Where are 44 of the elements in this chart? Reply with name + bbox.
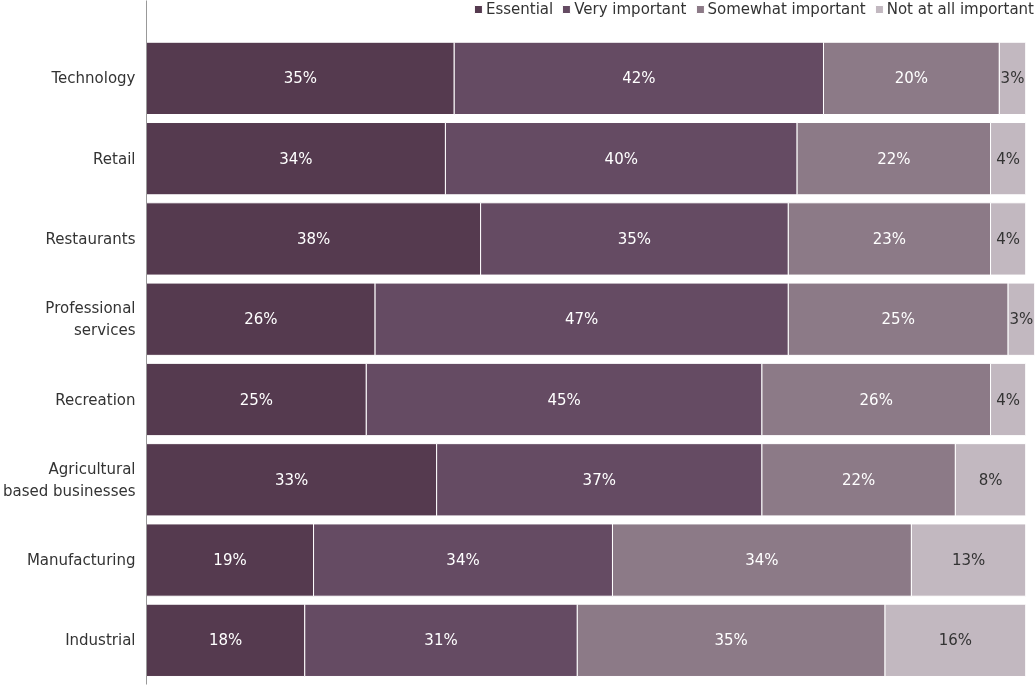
data-label: 40% <box>604 149 638 168</box>
data-label: 25% <box>881 310 915 329</box>
data-label: 26% <box>244 310 278 329</box>
data-label: 23% <box>872 229 907 248</box>
data-label: 20% <box>894 69 929 88</box>
data-label: 4% <box>996 229 1021 248</box>
y-tick-label: Technology <box>50 69 136 88</box>
data-label: 16% <box>938 631 973 650</box>
data-label: 4% <box>996 390 1021 409</box>
legend-label: Somewhat important <box>707 0 866 18</box>
data-label: 35% <box>617 229 652 248</box>
data-label: 26% <box>859 390 893 409</box>
y-tick-label: Manufacturing <box>26 551 136 570</box>
data-label: 3% <box>1009 310 1034 329</box>
data-label: 18% <box>208 631 243 650</box>
legend-label: Very important <box>574 0 687 18</box>
y-tick-label: Industrial <box>65 631 136 650</box>
data-label: 3% <box>1000 69 1025 88</box>
data-label: 31% <box>424 631 458 650</box>
data-label: 33% <box>274 470 309 489</box>
data-label: 25% <box>239 390 274 409</box>
data-label: 37% <box>582 470 616 489</box>
data-label: 22% <box>841 470 876 489</box>
y-tick-label: Restaurants <box>45 229 136 248</box>
data-label: 34% <box>745 551 779 570</box>
data-label: 34% <box>279 149 313 168</box>
y-tick-label: Agricultural based businesses <box>3 459 136 500</box>
legend-label: Not at all important <box>886 0 1034 18</box>
legend-label: Essential <box>485 0 554 18</box>
data-label: 22% <box>877 149 911 168</box>
data-label: 13% <box>951 551 986 570</box>
data-label: 47% <box>565 310 599 329</box>
data-label: 38% <box>296 229 331 248</box>
y-tick-label: Recreation <box>55 390 136 409</box>
data-label: 42% <box>622 69 656 88</box>
y-tick-label: Retail <box>93 149 136 168</box>
data-label: 35% <box>714 631 748 650</box>
data-label: 19% <box>213 551 247 570</box>
data-label: 8% <box>978 470 1003 489</box>
data-label: 35% <box>283 69 318 88</box>
data-label: 45% <box>547 390 581 409</box>
data-label: 34% <box>446 551 480 570</box>
data-label: 4% <box>996 149 1021 168</box>
y-tick-label: Professional services <box>45 299 136 340</box>
